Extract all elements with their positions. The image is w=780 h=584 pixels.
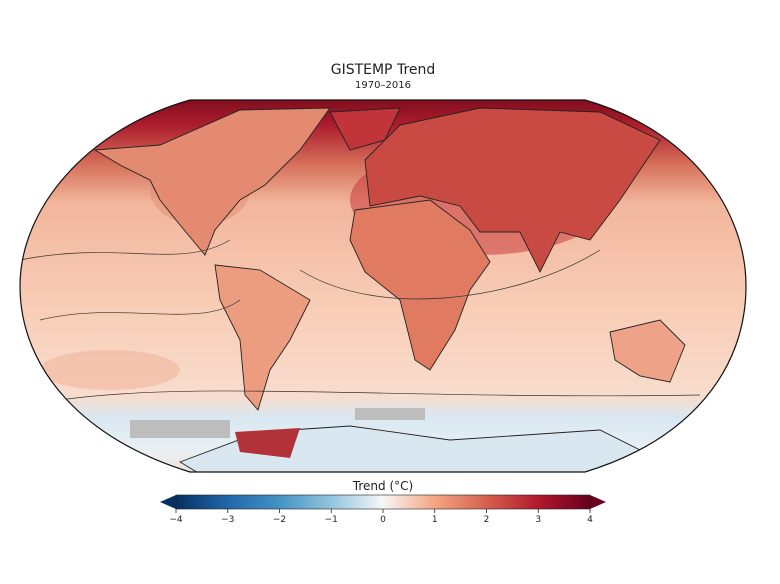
australia <box>609 319 686 383</box>
colorbar-tick-label: 4 <box>587 515 593 525</box>
colorbar-tick-label: −4 <box>169 515 183 525</box>
colorbar <box>175 494 591 510</box>
map-frame <box>19 99 747 473</box>
africa <box>349 199 491 371</box>
subtitle: 1970–2016 <box>355 80 411 91</box>
colorbar-tick-label: 1 <box>432 515 438 525</box>
colorbar-tick-label: −3 <box>221 515 234 525</box>
warm-region <box>235 428 300 458</box>
colorbar-extend-low <box>160 495 176 509</box>
colorbar-tick-label: −1 <box>325 515 338 525</box>
colorbar-ticks: −4 −3 −2 −1 0 1 2 3 4 <box>169 509 593 525</box>
colorbar-tick-label: 2 <box>484 515 490 525</box>
colorbar-tick-label: 0 <box>380 515 386 525</box>
missing-data <box>130 420 230 438</box>
missing-data <box>355 408 425 420</box>
colorbar-tick-label: −2 <box>273 515 286 525</box>
colorbar-extend-high <box>590 495 606 509</box>
north-america <box>93 107 331 256</box>
colorbar-label: Trend (°C) <box>352 479 413 493</box>
map <box>20 100 746 472</box>
eurasia <box>364 107 661 274</box>
title: GISTEMP Trend <box>331 62 436 78</box>
warm-region <box>40 350 180 390</box>
colorbar-tick-label: 3 <box>535 515 541 525</box>
